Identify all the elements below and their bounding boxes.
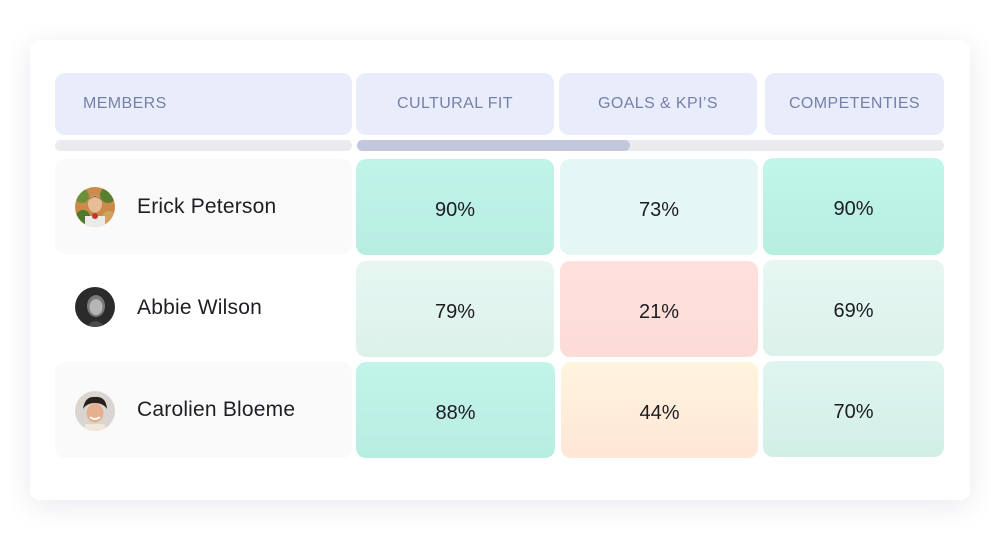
score-cell-abbie-goals-kpis[interactable]: 21% — [560, 261, 758, 357]
member-name: Carolien Bloeme — [137, 398, 296, 421]
member-row-erick[interactable]: Erick Peterson — [55, 159, 352, 254]
header-cultural-fit[interactable]: CULTURAL FIT — [356, 73, 554, 135]
score-cell-erick-goals-kpis[interactable]: 73% — [560, 159, 758, 255]
avatar-erick-icon — [75, 187, 115, 227]
header-members[interactable]: MEMBERS — [55, 73, 352, 135]
score-cell-carolien-competencies[interactable]: 70% — [763, 361, 944, 457]
member-name: Abbie Wilson — [137, 295, 262, 319]
member-row-abbie[interactable]: Abbie Wilson — [55, 259, 352, 356]
avatar-carolien-icon — [75, 391, 115, 431]
scrollbar-thumb[interactable] — [357, 140, 630, 151]
scrollbar-track[interactable] — [357, 140, 944, 151]
score-cell-abbie-cultural-fit[interactable]: 79% — [356, 261, 554, 357]
member-name: Erick Peterson — [137, 194, 277, 218]
header-competencies[interactable]: COMPETENTIES — [765, 73, 944, 135]
score-cell-erick-cultural-fit[interactable]: 90% — [356, 159, 554, 255]
member-row-carolien[interactable]: Carolien Bloeme — [55, 362, 352, 458]
score-cell-abbie-competencies[interactable]: 69% — [763, 260, 944, 356]
scrollbar-track-left — [55, 140, 352, 151]
score-cell-carolien-cultural-fit[interactable]: 88% — [356, 362, 555, 458]
avatar-abbie-icon — [75, 287, 115, 327]
score-cell-carolien-goals-kpis[interactable]: 44% — [561, 362, 758, 458]
header-goals-kpis[interactable]: GOALS & KPI’S — [559, 73, 757, 135]
score-cell-erick-competencies[interactable]: 90% — [763, 158, 944, 255]
